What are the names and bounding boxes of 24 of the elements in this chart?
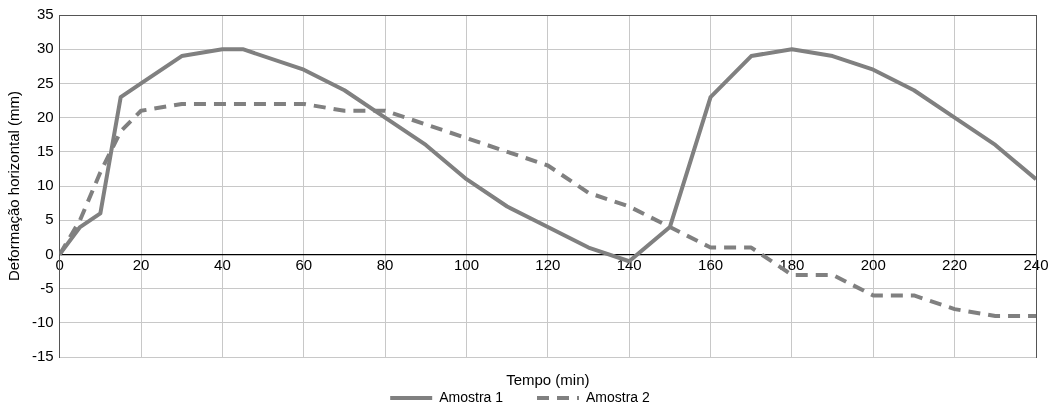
x-tick-label: 100 xyxy=(453,255,479,273)
legend-label: Amostra 1 xyxy=(439,388,504,405)
x-tick-label: 40 xyxy=(214,255,231,273)
x-tick-label: 80 xyxy=(376,255,394,273)
x-tick-label: 200 xyxy=(860,255,886,273)
legend-label: Amostra 2 xyxy=(586,388,651,405)
x-tick-label: 20 xyxy=(132,255,150,273)
y-tick-label: -15 xyxy=(31,347,54,365)
x-axis-title: Tempo (min) xyxy=(506,371,590,389)
x-tick-label: 160 xyxy=(698,255,724,273)
y-tick-label: 5 xyxy=(45,210,54,228)
y-axis-title: Deformação horizontal (mm) xyxy=(5,90,23,282)
x-tick-label: 220 xyxy=(942,255,968,273)
y-tick-label: 25 xyxy=(36,73,54,91)
y-tick-label: 20 xyxy=(36,107,54,125)
x-tick-label: 120 xyxy=(535,255,561,273)
y-tick-label: 15 xyxy=(36,141,54,159)
x-tick-label: 60 xyxy=(295,255,313,273)
y-tick-label: 0 xyxy=(45,244,54,262)
y-tick-label: -5 xyxy=(40,278,54,296)
y-tick-label: 30 xyxy=(36,39,54,57)
y-tick-label: -10 xyxy=(31,312,54,330)
y-tick-label: 10 xyxy=(36,176,54,194)
y-tick-label: 35 xyxy=(36,5,54,23)
